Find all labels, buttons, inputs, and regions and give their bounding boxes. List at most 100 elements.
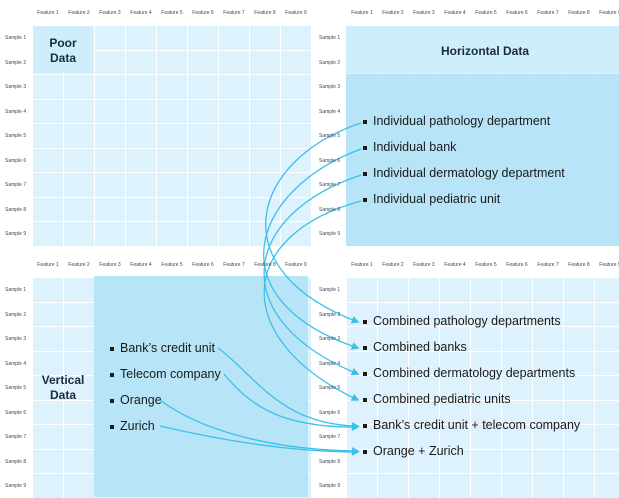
horizontal-sample-label-9: Sample 9 xyxy=(319,231,341,237)
vertical-item-credit-unit: Bank’s credit unit xyxy=(110,341,221,367)
poor-data-block xyxy=(33,26,93,73)
grid-cell xyxy=(595,302,619,326)
grid-cell xyxy=(157,75,187,99)
grid-cell xyxy=(64,327,94,351)
grid-cell xyxy=(33,222,63,246)
grid-cell xyxy=(126,75,156,99)
grid-cell xyxy=(440,351,470,375)
grid-cell xyxy=(219,173,249,197)
grid-cell xyxy=(440,400,470,424)
grid-cell xyxy=(126,124,156,148)
horizontal-sample-label-4: Sample 4 xyxy=(319,108,341,115)
grid-cell xyxy=(219,99,249,123)
grid-cell xyxy=(471,449,501,473)
grid-cell xyxy=(440,278,470,302)
vertical-feature-header-8: Feature 8 xyxy=(254,262,276,268)
grid-cell xyxy=(471,278,501,302)
grid-cell xyxy=(595,351,619,375)
grid-cell xyxy=(219,197,249,221)
grid-cell xyxy=(533,278,563,302)
grid-cell xyxy=(33,124,63,148)
horizontal-feature-header-2: Feature 2 xyxy=(382,10,404,16)
grid-cell xyxy=(502,376,532,400)
grid-cell xyxy=(95,173,125,197)
horizontal-sample-label-1: Sample 1 xyxy=(319,35,341,41)
horizontal-data-block xyxy=(346,74,619,246)
grid-cell xyxy=(250,75,280,99)
grid-cell xyxy=(533,351,563,375)
vertical-feature-header-7: Feature 7 xyxy=(223,262,245,268)
grid-cell xyxy=(250,99,280,123)
grid-cell xyxy=(471,327,501,351)
poor-feature-header-9: Feature 9 xyxy=(285,10,307,16)
grid-cell xyxy=(219,222,249,246)
grid-cell xyxy=(347,474,377,498)
grid-cell xyxy=(595,327,619,351)
poor-feature-header-8: Feature 8 xyxy=(254,10,276,16)
vertical-feature-header-9: Feature 9 xyxy=(285,262,307,268)
grid-cell xyxy=(33,425,63,449)
grid-cell xyxy=(409,376,439,400)
grid-cell xyxy=(564,425,594,449)
horizontal-sample-label-6: Sample 6 xyxy=(319,157,341,164)
grid-cell xyxy=(502,302,532,326)
poor-sample-label-7: Sample 7 xyxy=(5,182,27,188)
grid-cell xyxy=(95,50,125,74)
grid-cell xyxy=(564,474,594,498)
grid-cell xyxy=(188,124,218,148)
grid-cell xyxy=(250,173,280,197)
grid-cell xyxy=(157,173,187,197)
combined-data-list: Combined pathology departments Combined … xyxy=(363,314,580,470)
grid-cell xyxy=(250,222,280,246)
grid-cell xyxy=(64,173,94,197)
horizontal-data-list: Individual pathology department Individu… xyxy=(363,114,565,218)
grid-cell xyxy=(33,197,63,221)
horizontal-item-pathology: Individual pathology department xyxy=(363,114,565,140)
grid-cell xyxy=(409,278,439,302)
grid-cell xyxy=(440,449,470,473)
grid-cell xyxy=(157,124,187,148)
poor-feature-header-1: Feature 1 xyxy=(37,10,59,16)
combined-feature-header-8: Feature 8 xyxy=(568,262,590,268)
poor-sample-label-4: Sample 4 xyxy=(5,108,27,115)
grid-cell xyxy=(33,376,63,400)
vertical-sample-label-9: Sample 9 xyxy=(5,483,27,489)
horizontal-feature-header-9: Feature 9 xyxy=(599,10,619,16)
poor-data-title: Poor Data xyxy=(49,36,77,65)
grid-cell xyxy=(440,376,470,400)
grid-cell xyxy=(157,222,187,246)
combined-sample-label-6: Sample 6 xyxy=(319,409,341,416)
combined-sample-label-4: Sample 4 xyxy=(319,360,341,367)
grid-cell xyxy=(409,327,439,351)
vertical-feature-header-2: Feature 2 xyxy=(68,262,90,268)
combined-feature-header-2: Feature 2 xyxy=(382,262,404,268)
vertical-feature-header-5: Feature 5 xyxy=(161,262,183,268)
grid-cell xyxy=(33,302,63,326)
grid-cell xyxy=(533,327,563,351)
horizontal-sample-label-2: Sample 2 xyxy=(319,59,341,66)
vertical-item-zurich: Zurich xyxy=(110,419,221,445)
grid-cell xyxy=(378,278,408,302)
combined-sample-label-3: Sample 3 xyxy=(319,336,341,342)
grid-cell xyxy=(219,50,249,74)
poor-sample-label-8: Sample 8 xyxy=(5,206,27,213)
horizontal-feature-header-6: Feature 6 xyxy=(506,10,528,16)
grid-cell xyxy=(347,278,377,302)
grid-cell xyxy=(64,99,94,123)
grid-cell xyxy=(64,425,94,449)
vertical-sample-label-4: Sample 4 xyxy=(5,360,27,367)
poor-sample-label-1: Sample 1 xyxy=(5,35,27,41)
grid-cell xyxy=(188,173,218,197)
horizontal-item-bank: Individual bank xyxy=(363,140,565,166)
grid-cell xyxy=(219,75,249,99)
vertical-feature-header-3: Feature 3 xyxy=(99,262,121,268)
grid-cell xyxy=(564,327,594,351)
vertical-sample-label-8: Sample 8 xyxy=(5,458,27,465)
grid-cell xyxy=(64,351,94,375)
grid-cell xyxy=(188,75,218,99)
grid-cell xyxy=(564,400,594,424)
grid-cell xyxy=(378,302,408,326)
horizontal-item-dermatology: Individual dermatology department xyxy=(363,166,565,192)
grid-cell xyxy=(378,376,408,400)
grid-cell xyxy=(533,474,563,498)
